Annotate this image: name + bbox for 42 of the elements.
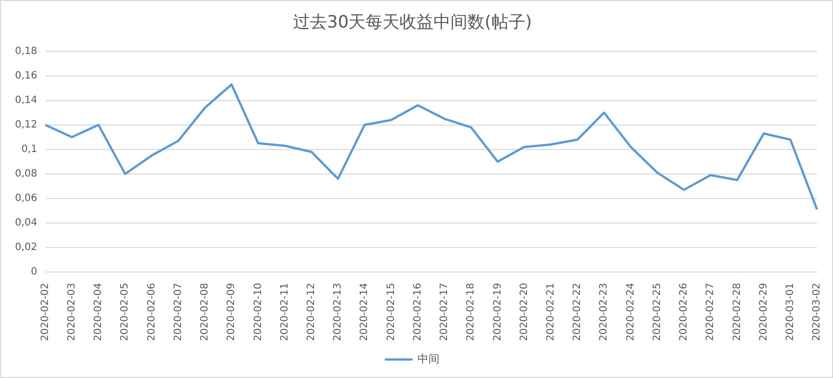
chart-title: 过去30天每天收益中间数(帖子): [293, 12, 532, 33]
x-tick-label: 2020-02-09: [226, 282, 238, 342]
x-tick-label: 2020-02-17: [439, 282, 450, 342]
x-tick-label: 2020-02-18: [466, 282, 477, 342]
x-tick-label: 2020-02-07: [172, 282, 184, 342]
x-tick-label: 2020-02-19: [492, 282, 504, 342]
y-tick-label: 0,16: [15, 70, 38, 82]
x-tick-label: 2020-02-13: [332, 282, 344, 342]
x-tick-label: 2020-02-20: [518, 282, 530, 342]
x-tick-label: 2020-02-05: [120, 282, 131, 342]
x-tick-label: 2020-03-02: [812, 282, 823, 342]
x-tick-label: 2020-02-08: [200, 282, 211, 342]
x-tick-label: 2020-02-27: [705, 282, 716, 342]
x-tick-label: 2020-02-12: [306, 282, 317, 342]
y-tick-label: 0: [30, 266, 38, 278]
x-tick-label: 2020-02-16: [412, 282, 424, 342]
y-tick-label: 0,02: [15, 242, 38, 253]
x-tick-label: 2020-02-15: [386, 282, 397, 342]
x-tick-label: 2020-02-11: [279, 282, 290, 342]
x-tick-label: 2020-02-23: [598, 282, 610, 342]
x-tick-label: 2020-02-25: [652, 282, 663, 342]
x-tick-label: 2020-02-03: [66, 282, 78, 342]
x-tick-label: 2020-02-10: [252, 282, 264, 342]
x-tick-label: 2020-02-28: [732, 282, 743, 342]
y-tick-label: 0,06: [15, 192, 38, 204]
y-tick-label: 0,18: [15, 46, 38, 57]
x-tick-label: 2020-02-04: [93, 282, 104, 342]
y-tick-label: 0,12: [15, 119, 38, 130]
x-tick-label: 2020-02-24: [625, 282, 636, 342]
x-tick-label: 2020-02-26: [678, 282, 690, 342]
y-tick-label: 0,14: [15, 94, 38, 106]
legend-label: 中间: [417, 352, 440, 366]
x-tick-label: 2020-02-14: [359, 282, 370, 342]
y-tick-label: 0,08: [15, 168, 38, 180]
x-tick-label: 2020-02-29: [758, 282, 770, 342]
x-tick-label: 2020-02-06: [146, 282, 158, 342]
x-tick-label: 2020-02-21: [545, 282, 556, 342]
x-tick-label: 2020-02-02: [40, 282, 51, 342]
x-tick-label: 2020-03-01: [784, 282, 796, 342]
y-tick-label: 0,04: [15, 217, 38, 228]
x-tick-label: 2020-02-22: [572, 282, 584, 342]
y-tick-label: 0,1: [21, 144, 38, 155]
